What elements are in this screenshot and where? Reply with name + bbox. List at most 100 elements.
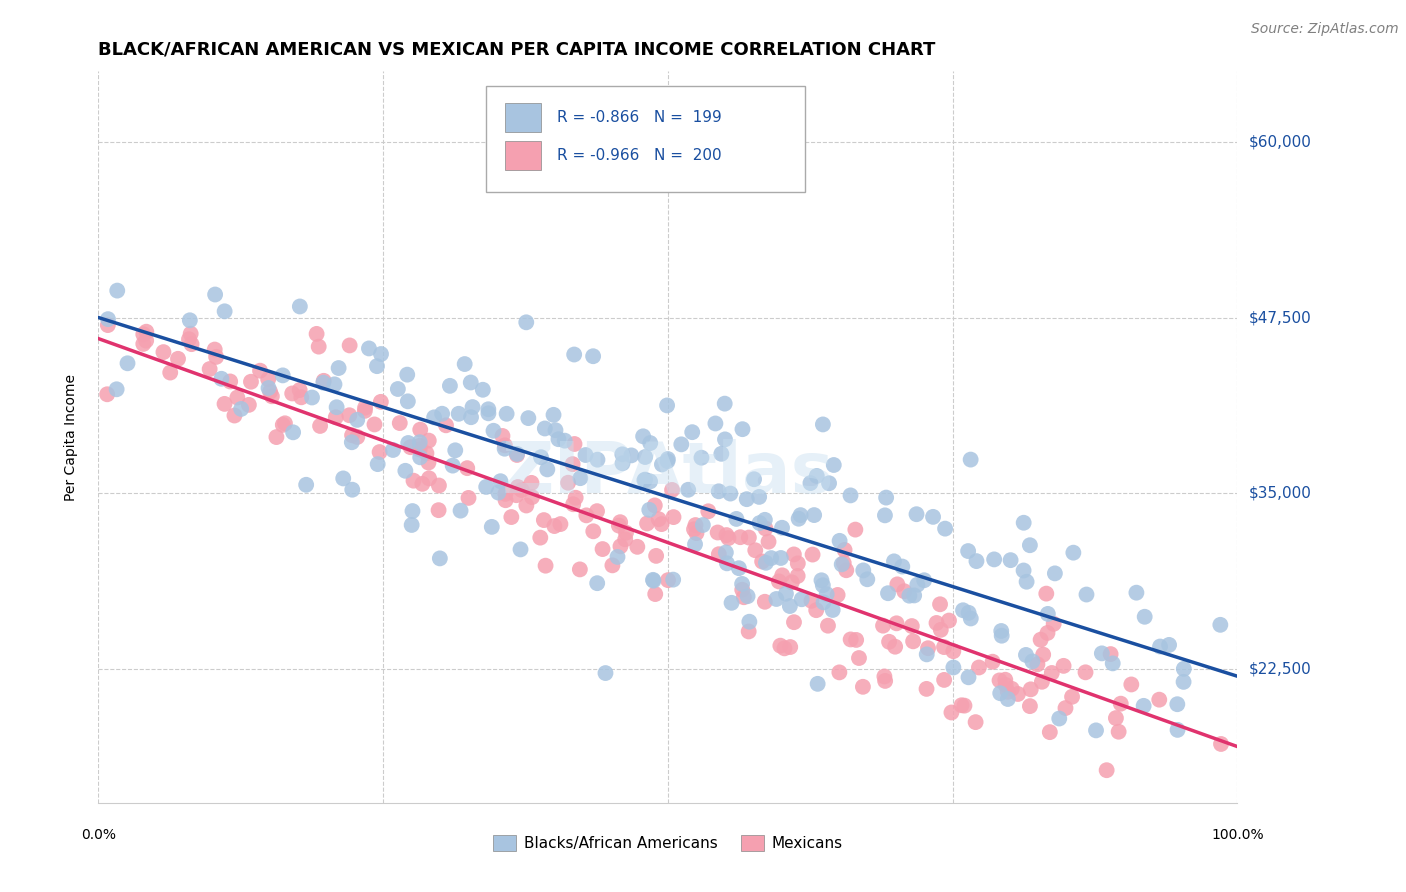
Point <box>681 425 703 439</box>
Point <box>340 428 363 442</box>
Point <box>716 528 738 542</box>
Point <box>441 458 464 473</box>
Point <box>832 556 855 570</box>
Point <box>456 461 478 475</box>
Point <box>1109 697 1132 711</box>
Point <box>1001 681 1024 696</box>
Point <box>737 589 759 603</box>
Point <box>575 508 598 523</box>
Point <box>592 542 614 557</box>
Point <box>877 586 900 600</box>
Point <box>396 436 419 450</box>
Point <box>770 521 793 535</box>
Point <box>786 569 808 583</box>
Point <box>346 430 368 444</box>
Point <box>105 382 128 396</box>
Point <box>520 490 543 504</box>
Point <box>515 499 537 513</box>
Point <box>1209 617 1232 632</box>
Point <box>783 548 806 562</box>
Point <box>409 450 432 465</box>
Point <box>491 429 513 443</box>
Point <box>769 551 792 566</box>
Point <box>281 386 304 401</box>
Point <box>651 517 673 532</box>
Point <box>845 632 868 647</box>
Point <box>1019 682 1042 697</box>
Point <box>957 670 980 684</box>
Point <box>657 573 679 587</box>
Point <box>399 440 422 454</box>
Point <box>676 483 699 497</box>
Point <box>873 669 896 683</box>
Point <box>332 471 354 485</box>
Point <box>198 362 221 376</box>
Point <box>733 591 755 605</box>
Point <box>1101 657 1123 671</box>
Point <box>645 549 668 563</box>
Point <box>710 447 733 461</box>
Point <box>471 383 494 397</box>
Point <box>967 660 990 674</box>
Point <box>396 368 419 382</box>
Point <box>742 472 765 486</box>
Point <box>1167 723 1189 737</box>
Point <box>731 422 754 436</box>
Point <box>612 456 634 470</box>
Point <box>388 416 411 430</box>
Point <box>477 402 499 417</box>
Point <box>135 334 157 348</box>
Point <box>510 483 533 497</box>
Point <box>872 618 894 632</box>
Point <box>884 640 907 654</box>
Point <box>803 508 825 522</box>
Point <box>382 442 405 457</box>
Text: R = -0.966   N =  200: R = -0.966 N = 200 <box>557 148 723 163</box>
Point <box>718 486 741 500</box>
Point <box>758 534 780 549</box>
Point <box>1015 648 1038 662</box>
Point <box>638 503 661 517</box>
Point <box>257 372 280 386</box>
Point <box>561 457 583 471</box>
Point <box>1091 646 1114 660</box>
Point <box>1125 585 1147 599</box>
Point <box>1012 564 1035 578</box>
Point <box>204 343 226 357</box>
Point <box>786 557 808 571</box>
FancyBboxPatch shape <box>485 86 804 192</box>
Point <box>817 618 839 632</box>
Point <box>942 644 965 658</box>
Text: $47,500: $47,500 <box>1249 310 1312 325</box>
Point <box>662 510 685 524</box>
Point <box>444 443 467 458</box>
Point <box>357 342 380 356</box>
Point <box>901 634 924 648</box>
Point <box>260 389 283 403</box>
Point <box>582 524 605 539</box>
Point <box>460 376 482 390</box>
Point <box>813 595 835 609</box>
Point <box>875 673 897 688</box>
Point <box>657 452 679 467</box>
Point <box>475 480 498 494</box>
Point <box>209 372 232 386</box>
Point <box>1062 546 1084 560</box>
Point <box>401 518 423 533</box>
Point <box>457 491 479 505</box>
Point <box>337 409 360 423</box>
Point <box>447 407 470 421</box>
Point <box>1012 516 1035 530</box>
Point <box>631 429 654 443</box>
Text: ZIPAtlas: ZIPAtlas <box>502 439 834 508</box>
Point <box>434 418 457 433</box>
Point <box>501 510 523 524</box>
Point <box>557 475 579 490</box>
Point <box>891 559 914 574</box>
Point <box>957 544 980 558</box>
Point <box>1026 657 1049 672</box>
Point <box>569 471 592 485</box>
Point <box>159 366 181 380</box>
Point <box>214 397 236 411</box>
Point <box>482 424 505 438</box>
